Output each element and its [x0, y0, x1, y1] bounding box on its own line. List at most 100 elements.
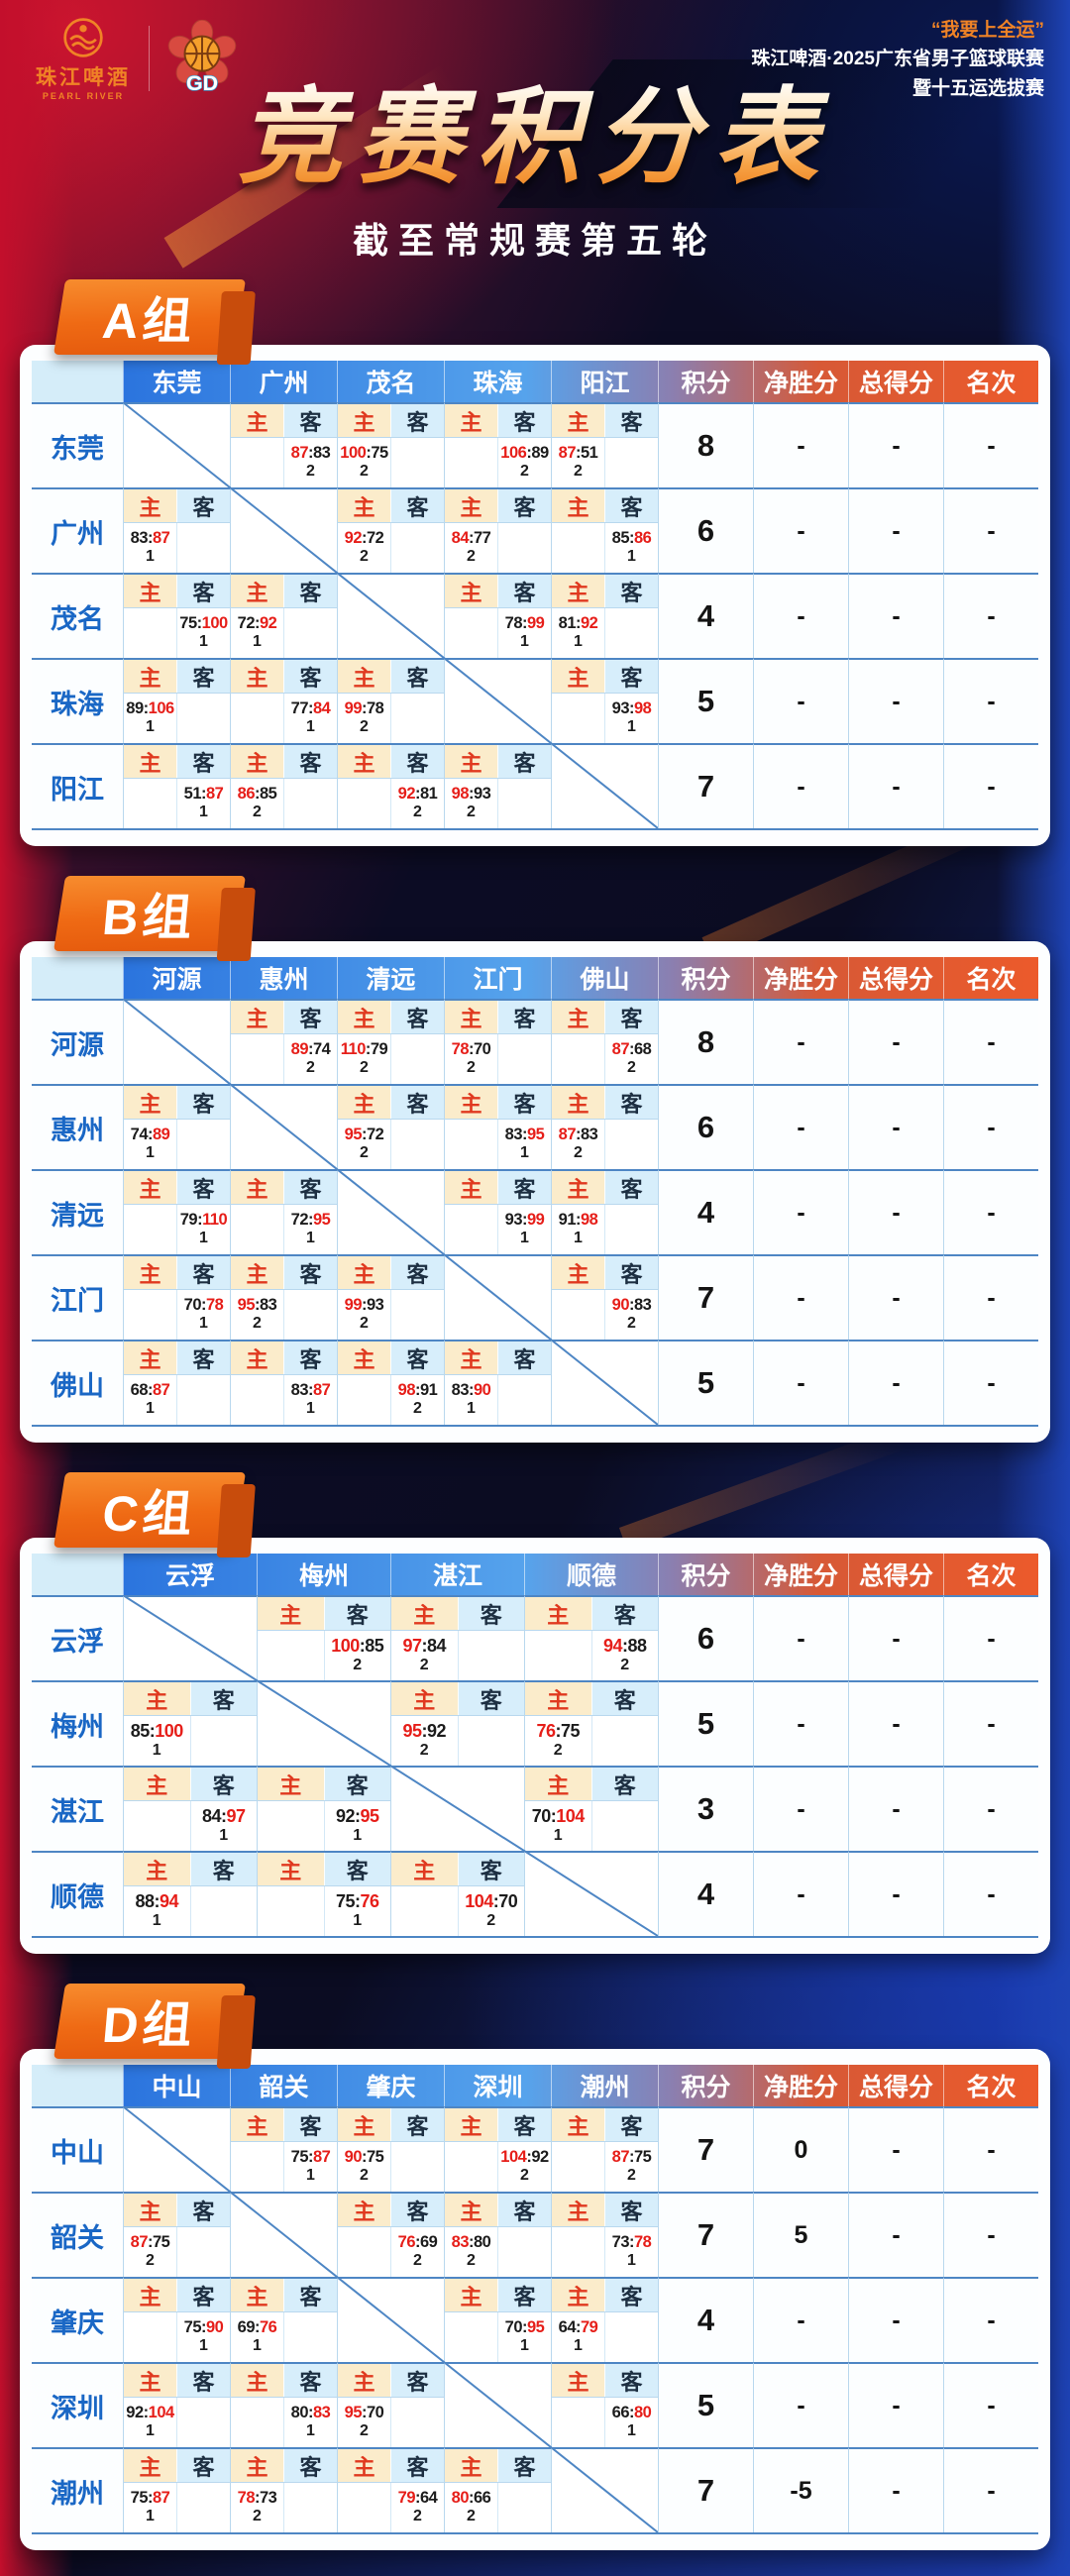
header-gradient	[123, 1554, 1038, 1596]
stat-cell: 5	[658, 658, 753, 744]
score-left: 95	[237, 1296, 256, 1315]
column-header-team: 中山	[123, 2065, 230, 2107]
home-result-slot: 83:90 1	[445, 1375, 497, 1425]
match-points: 1	[520, 1230, 529, 1247]
score-right: 78	[206, 1296, 224, 1315]
match-points: 1	[306, 1230, 315, 1247]
away-venue-label: 客	[590, 1768, 658, 1801]
brand-name-cn: 珠江啤酒	[36, 61, 131, 91]
match-points: 2	[413, 2508, 422, 2525]
match-points: 2	[306, 463, 315, 481]
venue-labels: 主客	[551, 2362, 658, 2399]
column-header-team: 惠州	[230, 957, 337, 1000]
venue-labels: 主客	[230, 573, 337, 609]
column-header-team: 阳江	[551, 361, 658, 403]
away-result-slot: 79:64 2	[390, 2483, 444, 2533]
home-venue-label: 主	[231, 404, 283, 438]
home-venue-label: 主	[445, 745, 497, 779]
score-left: 89	[290, 1040, 309, 1059]
match-points: 2	[419, 1657, 429, 1674]
stat-cell: -	[753, 1766, 848, 1852]
score-right: 92	[427, 1721, 447, 1742]
header-gradient	[123, 957, 1038, 1000]
venue-labels: 主客	[230, 2277, 337, 2313]
match-points: 2	[467, 2252, 476, 2270]
score-right: 83	[313, 2404, 331, 2422]
away-venue-label: 客	[189, 1853, 257, 1886]
home-result-slot	[124, 1290, 176, 1340]
match-result-cell: 92:95 1	[257, 1801, 390, 1852]
away-result-slot: 92:81 2	[390, 779, 444, 829]
venue-labels: 主客	[551, 658, 658, 695]
home-venue-label: 主	[338, 489, 390, 523]
match-result-cell: 90:75 2	[337, 2142, 444, 2193]
self-match-cell	[230, 2192, 337, 2278]
home-result-slot: 69:76 1	[231, 2312, 283, 2362]
home-result-slot	[552, 1290, 604, 1340]
match-score: 73:78	[611, 2233, 652, 2252]
away-result-slot	[176, 2483, 230, 2533]
home-result-slot: 98:93 2	[445, 779, 497, 828]
match-score: 84:77	[451, 529, 491, 548]
score-right: 89	[153, 1126, 170, 1144]
away-result-slot	[283, 2312, 337, 2363]
match-result-cell: 98:91 2	[337, 1375, 444, 1426]
venue-labels: 主客	[444, 1084, 551, 1121]
column-header-stat: 净胜分	[753, 361, 848, 403]
score-right: 100	[201, 614, 229, 633]
venue-labels: 主客	[123, 1169, 230, 1206]
home-venue-label: 主	[552, 489, 604, 523]
home-venue-label: 主	[338, 745, 390, 779]
away-result-slot: 80:83 1	[283, 2398, 337, 2448]
away-venue-label: 客	[590, 1682, 658, 1716]
stat-cell: -5	[753, 2447, 848, 2533]
stat-cell: -	[753, 2362, 848, 2448]
match-score: 85:86	[611, 529, 652, 548]
away-venue-label: 客	[390, 2449, 444, 2483]
home-venue-label: 主	[124, 2449, 176, 2483]
home-result-slot	[445, 438, 497, 487]
score-right: 75	[634, 2148, 652, 2167]
match-score: 84:97	[201, 1806, 246, 1827]
match-result-cell: 75:87 1	[123, 2483, 230, 2533]
match-score: 88:94	[135, 1891, 179, 1912]
away-result-slot	[390, 2142, 444, 2193]
home-venue-label: 主	[338, 1086, 390, 1120]
self-match-cell	[444, 1254, 551, 1341]
column-header-stat: 积分	[658, 957, 753, 1000]
score-right: 87	[153, 2489, 170, 2508]
match-result-cell: 91:98 1	[551, 1205, 658, 1255]
score-left: 66	[611, 2404, 630, 2422]
stat-cell: -	[943, 2362, 1038, 2448]
match-score: 98:91	[397, 1381, 438, 1400]
home-venue-label: 主	[124, 2279, 176, 2312]
match-result-cell: 87:68 2	[551, 1034, 658, 1085]
match-points: 2	[306, 1059, 315, 1077]
stat-cell: 5	[753, 2192, 848, 2278]
home-result-slot	[124, 608, 176, 658]
home-venue-label: 主	[124, 1171, 176, 1205]
score-right: 104	[148, 2404, 175, 2422]
score-left: 84	[201, 1806, 222, 1827]
score-right: 83	[313, 444, 331, 463]
away-result-slot: 106:89 2	[497, 438, 551, 488]
home-result-slot: 70:104 1	[525, 1801, 591, 1851]
away-venue-label: 客	[283, 2364, 337, 2398]
score-right: 68	[634, 1040, 652, 1059]
away-venue-label: 客	[176, 575, 230, 608]
match-result-cell: 89:106 1	[123, 694, 230, 744]
away-result-slot	[590, 1716, 659, 1767]
away-venue-label: 客	[497, 1342, 551, 1375]
match-score: 83:80	[451, 2233, 491, 2252]
away-venue-label: 客	[176, 2194, 230, 2227]
standings-table: 东莞 广州 茂名 珠海 阳江 积分 净胜分 总得分 名次 东莞主客 87:83 2 主客 100:75 2 主…	[32, 361, 1038, 831]
score-right: 92	[260, 614, 277, 633]
score-right: 81	[420, 785, 438, 804]
score-left: 87	[558, 444, 577, 463]
match-points: 2	[467, 2508, 476, 2525]
row-header-team: 顺德	[32, 1851, 123, 1937]
away-venue-label: 客	[497, 2108, 551, 2142]
match-score: 106:89	[500, 444, 549, 463]
group-badge: B组	[53, 876, 247, 952]
score-left: 90	[611, 1296, 630, 1315]
